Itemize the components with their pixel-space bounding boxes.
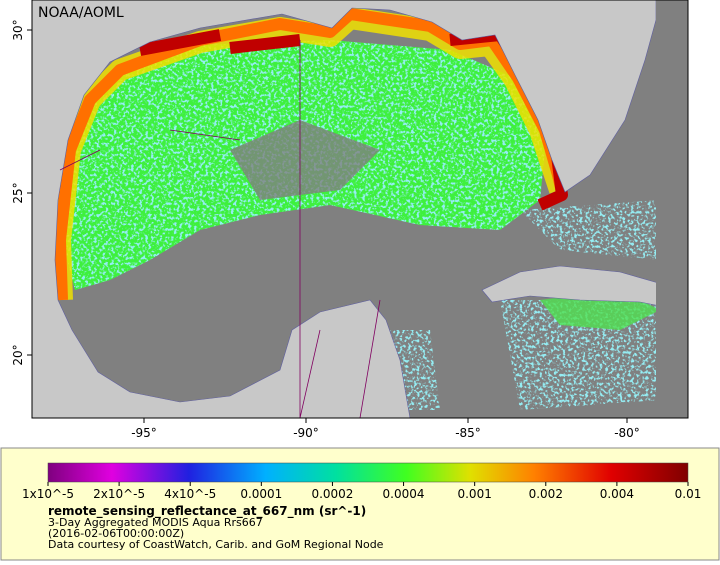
map <box>32 0 688 418</box>
land-cuba <box>481 265 688 312</box>
lon-tick-label: -95° <box>131 426 157 440</box>
colorbar-label: 0.0002 <box>311 487 353 501</box>
no-data-strip <box>656 0 688 418</box>
credit: NOAA/AOML <box>38 5 124 21</box>
colorbar-label: 1x10^-5 <box>22 487 74 501</box>
colorbar <box>47 462 689 483</box>
lon-tick-label: -80° <box>614 426 640 440</box>
caption-line: 3-Day Aggregated MODIS Aqua Rrs667 <box>48 516 263 529</box>
colorbar-label: 0.001 <box>457 487 491 501</box>
lon-tick-label: -85° <box>455 426 481 440</box>
colorbar-label: 0.0001 <box>240 487 282 501</box>
lon-tick-label: -90° <box>293 426 319 440</box>
lat-tick-label: 25° <box>11 182 25 203</box>
caption-line: Data courtesy of CoastWatch, Carib. and … <box>48 538 384 551</box>
colorbar-label: 0.004 <box>600 487 634 501</box>
colorbar-label: 0.01 <box>675 487 702 501</box>
caption-title: remote_sensing_reflectance_at_667_nm (sr… <box>48 504 366 519</box>
axis-ticks: 30° 25° 20° -95° -90° -85° -80° <box>11 19 640 440</box>
lat-tick-label: 30° <box>11 19 25 40</box>
colorbar-label: 4x10^-5 <box>164 487 216 501</box>
lat-tick-label: 20° <box>11 344 25 365</box>
colorbar-label: 0.0004 <box>383 487 425 501</box>
data-field-south <box>385 200 660 410</box>
borders <box>59 40 381 418</box>
land <box>32 0 657 418</box>
no-data-patch <box>230 120 380 200</box>
colorbar-label: 2x10^-5 <box>93 487 145 501</box>
colorbar-label: 0.002 <box>529 487 563 501</box>
map-frame <box>31 0 689 419</box>
colorbar-labels: 1x10^-5 2x10^-5 4x10^-5 0.0001 0.0002 0.0004 0… <box>22 482 701 501</box>
caption-line: (2016-02-06T00:00:00Z) <box>48 527 184 540</box>
